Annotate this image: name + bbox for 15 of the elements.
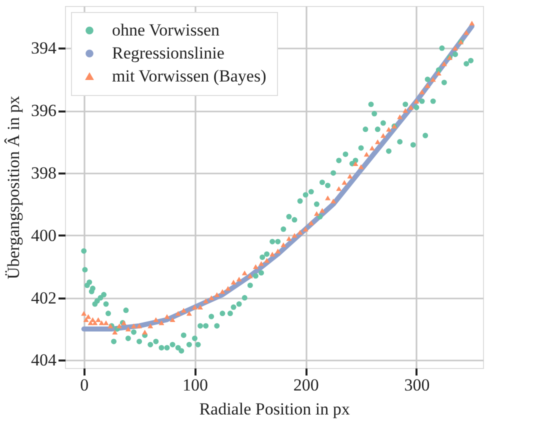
y-axis-title: Übergangsposition Â in px: [4, 95, 23, 280]
x-tick-label: 100: [182, 376, 208, 394]
y-tick-label: 396: [31, 101, 56, 120]
legend-label: Regressionslinie: [112, 44, 224, 62]
x-tick-label: 200: [293, 376, 319, 394]
legend-label: ohne Vorwissen: [112, 20, 220, 40]
y-tick-label: 394: [31, 38, 57, 58]
y-tick-label: 398: [31, 163, 56, 182]
x-tick-label: 0: [80, 376, 89, 394]
y-tick-label: 400: [31, 226, 56, 245]
y-tick-label: 404: [31, 350, 57, 370]
y-tick-label: 402: [31, 288, 56, 308]
x-axis-title: Radiale Position in px: [199, 400, 350, 418]
x-tick-label: 300: [404, 376, 430, 394]
legend-label: mit Vorwissen (Bayes): [112, 66, 266, 86]
